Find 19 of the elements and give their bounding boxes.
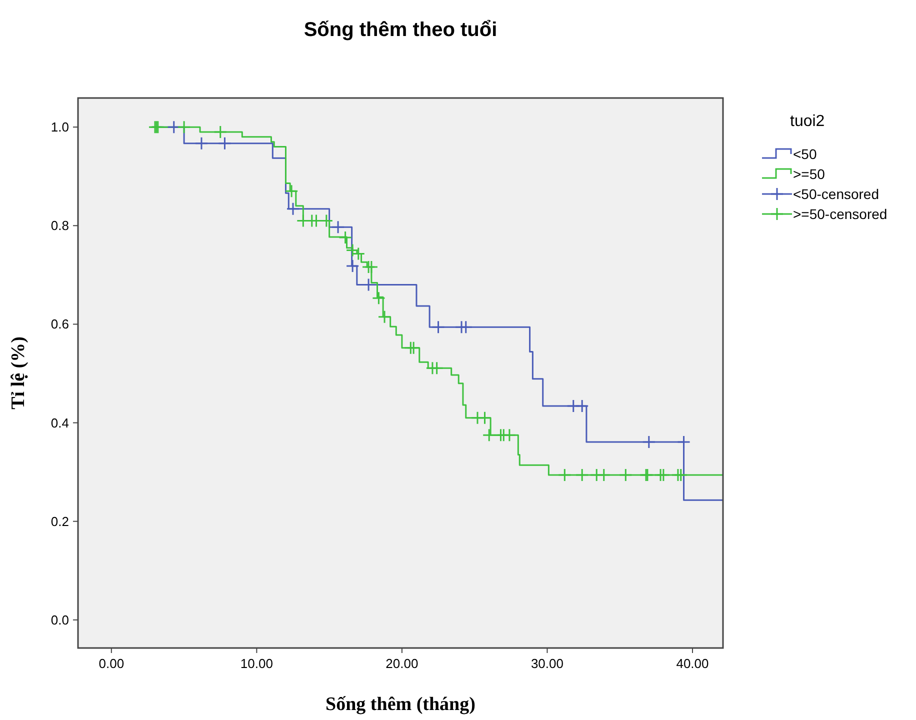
y-tick-label: 0.4 <box>50 415 69 430</box>
y-axis-title: Tỉ lệ (%) <box>8 336 29 410</box>
legend-title: tuoi2 <box>790 113 825 130</box>
y-tick-label: 0.0 <box>50 612 69 628</box>
x-axis-title: Sống thêm (tháng) <box>326 694 476 715</box>
x-tick-label: 10.00 <box>240 656 273 671</box>
x-tick-label: 30.00 <box>530 656 564 671</box>
x-tick-label: 0.00 <box>98 656 124 671</box>
y-tick-label: 1.0 <box>50 120 69 135</box>
legend-label: >=50 <box>793 166 826 182</box>
x-tick-label: 20.00 <box>386 656 418 671</box>
x-tick-label: 40.00 <box>676 656 709 671</box>
y-tick-label: 0.8 <box>50 218 69 234</box>
y-tick-label: 0.6 <box>50 316 69 332</box>
chart-title: Sống thêm theo tuổi <box>304 19 498 41</box>
legend-label: <50-censored <box>793 186 880 202</box>
legend-label: <50 <box>793 146 817 162</box>
legend-label: >=50-censored <box>793 206 888 222</box>
y-tick-label: 0.2 <box>50 514 69 529</box>
